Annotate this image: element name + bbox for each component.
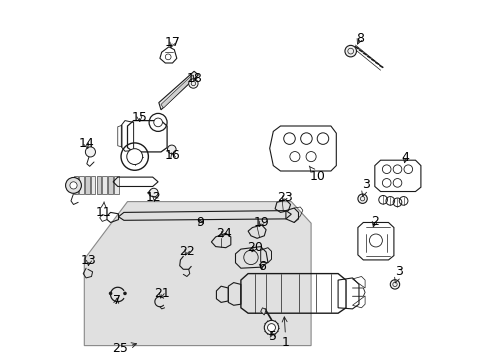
Circle shape bbox=[70, 182, 77, 189]
Text: 24: 24 bbox=[215, 227, 231, 240]
Circle shape bbox=[357, 194, 366, 203]
Text: 2: 2 bbox=[370, 215, 378, 228]
Polygon shape bbox=[114, 176, 118, 194]
Polygon shape bbox=[91, 176, 95, 194]
Polygon shape bbox=[108, 176, 113, 194]
Text: 21: 21 bbox=[154, 287, 169, 300]
Circle shape bbox=[188, 79, 198, 88]
Text: 9: 9 bbox=[196, 216, 204, 229]
Text: 22: 22 bbox=[179, 245, 194, 258]
Text: 8: 8 bbox=[355, 32, 363, 45]
Text: 4: 4 bbox=[401, 151, 409, 164]
Circle shape bbox=[389, 280, 399, 289]
Polygon shape bbox=[79, 176, 84, 194]
Polygon shape bbox=[102, 176, 107, 194]
Text: 3: 3 bbox=[394, 265, 403, 283]
Text: 1: 1 bbox=[282, 317, 289, 349]
Text: 6: 6 bbox=[257, 260, 265, 273]
Polygon shape bbox=[96, 176, 101, 194]
Text: 17: 17 bbox=[164, 36, 180, 49]
Text: 12: 12 bbox=[145, 191, 162, 204]
Text: 25: 25 bbox=[112, 342, 136, 355]
Polygon shape bbox=[73, 176, 78, 194]
Text: 20: 20 bbox=[246, 241, 262, 254]
Circle shape bbox=[153, 118, 162, 127]
Text: 7: 7 bbox=[112, 294, 121, 307]
Text: 3: 3 bbox=[361, 178, 369, 197]
Circle shape bbox=[108, 292, 112, 295]
Text: 11: 11 bbox=[95, 202, 111, 219]
Circle shape bbox=[126, 149, 142, 165]
Polygon shape bbox=[85, 176, 89, 194]
Text: 19: 19 bbox=[253, 216, 269, 229]
Circle shape bbox=[167, 145, 176, 154]
Circle shape bbox=[85, 147, 95, 157]
Text: 16: 16 bbox=[164, 149, 180, 162]
Circle shape bbox=[65, 177, 81, 193]
Circle shape bbox=[123, 292, 126, 295]
Circle shape bbox=[264, 320, 278, 335]
Circle shape bbox=[267, 324, 275, 332]
Circle shape bbox=[344, 45, 356, 57]
Text: 10: 10 bbox=[308, 166, 325, 183]
Polygon shape bbox=[159, 71, 198, 110]
Text: 5: 5 bbox=[268, 330, 276, 343]
Circle shape bbox=[149, 188, 158, 197]
Text: 15: 15 bbox=[131, 111, 147, 123]
Polygon shape bbox=[161, 75, 194, 108]
Text: 23: 23 bbox=[276, 191, 292, 204]
Polygon shape bbox=[84, 202, 310, 346]
Text: 18: 18 bbox=[186, 72, 203, 85]
Circle shape bbox=[165, 54, 171, 60]
Polygon shape bbox=[260, 308, 265, 315]
Text: 13: 13 bbox=[81, 255, 97, 267]
Text: 14: 14 bbox=[78, 137, 94, 150]
